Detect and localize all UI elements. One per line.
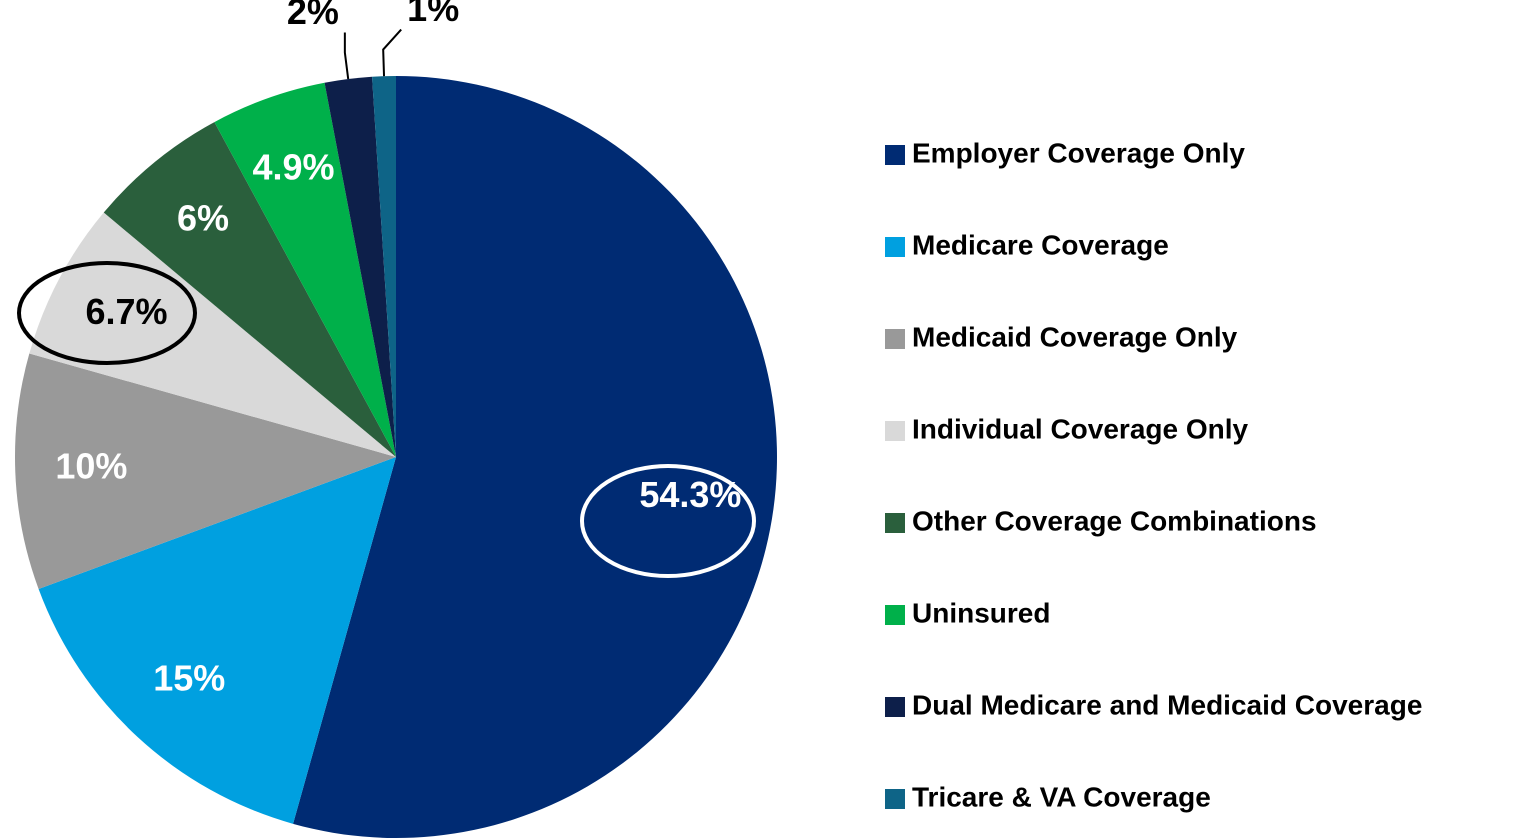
pie-slice <box>14 353 397 589</box>
pie-slice <box>103 122 396 457</box>
legend-swatch <box>885 697 905 717</box>
pie-slice <box>214 82 396 458</box>
legend-label: Medicare Coverage <box>912 229 1169 260</box>
highlight-ring <box>580 464 756 578</box>
legend-swatch <box>885 145 905 165</box>
leader-line <box>382 28 402 77</box>
legend-label: Tricare & VA Coverage <box>912 781 1211 812</box>
legend-label: Dual Medicare and Medicaid Coverage <box>912 689 1422 720</box>
data-label: 15% <box>153 658 225 699</box>
pie-slice <box>324 76 396 457</box>
pie-slice <box>38 457 397 824</box>
pie-slice <box>372 76 396 457</box>
highlight-ring <box>17 261 197 365</box>
legend-swatch <box>885 513 905 533</box>
legend-swatch <box>885 789 905 809</box>
data-label: 1% <box>407 0 459 29</box>
legend-swatch <box>885 237 905 257</box>
legend-swatch <box>885 329 905 349</box>
legend-label: Uninsured <box>912 597 1050 628</box>
data-label: 4.9% <box>253 146 335 187</box>
legend: Employer Coverage Only Medicare Coverage M… <box>885 137 1422 812</box>
data-label: 10% <box>55 445 127 486</box>
pie-slice <box>29 212 396 457</box>
legend-swatch <box>885 421 905 441</box>
data-label: 2% <box>287 0 339 32</box>
legend-swatch <box>885 605 905 625</box>
pie <box>14 76 778 839</box>
legend-label: Medicaid Coverage Only <box>912 321 1238 352</box>
legend-label: Other Coverage Combinations <box>912 505 1317 536</box>
pie-slice <box>293 76 778 839</box>
leader-line <box>343 32 350 80</box>
legend-label: Individual Coverage Only <box>912 413 1249 444</box>
data-label: 6.7% <box>85 291 167 332</box>
legend-label: Employer Coverage Only <box>912 137 1245 168</box>
data-label: 6% <box>177 198 229 239</box>
